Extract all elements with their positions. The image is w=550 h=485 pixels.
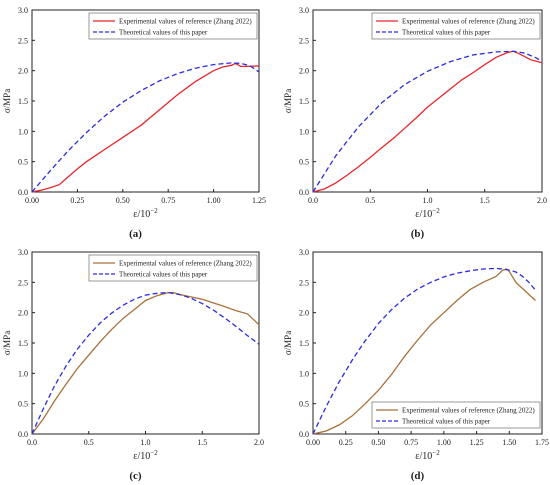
x-tick-label: 2.0 [537,196,547,205]
legend-label: Experimental values of reference (Zhang … [402,407,535,415]
x-axis-label: ε/10−2 [133,449,158,462]
theoretical-series-line [31,62,260,193]
x-tick-label: 1.25 [470,438,484,447]
x-tick-label: 1.00 [437,438,451,447]
legend: Experimental values of reference (Zhang … [88,12,258,40]
x-tick-label: 1.0 [141,438,151,447]
y-tick-label: 3.0 [299,6,309,15]
x-tick-label: 0.25 [339,438,353,447]
legend-label: Experimental values of reference (Zhang … [119,18,252,26]
legend-label: Experimental values of reference (Zhang … [119,260,252,268]
legend-label: Theoretical values of this paper [402,418,491,426]
y-tick-label: 1.5 [18,339,28,348]
y-tick-label: 1.0 [299,127,309,136]
y-tick-label: 0.0 [18,188,28,197]
experimental-series-line [31,62,260,193]
legend: Experimental values of reference (Zhang … [371,12,541,40]
panel-label: (c) [129,470,142,482]
y-tick-label: 0.0 [299,430,309,439]
chart-panel-2: 0.0 0.5 1.0 1.5 2.0 2.5 3.0 0.0 0.5 1.0 1.5 2.0 σ/MP… [283,6,547,240]
y-tick-label: 2.0 [299,67,309,76]
y-axis-label: σ/MPa [283,89,293,113]
y-tick-label: 2.5 [18,278,28,287]
y-tick-label: 1.0 [299,369,309,378]
experimental-series-line [31,291,260,435]
y-tick-label: 1.5 [18,97,28,106]
y-tick-label: 2.5 [299,278,309,287]
x-tick-label: 1.50 [502,438,516,447]
y-tick-label: 0.0 [299,188,309,197]
y-tick-label: 0.5 [18,400,28,409]
y-tick-label: 1.0 [18,369,28,378]
legend-label: Theoretical values of this paper [119,29,208,37]
panel-label: (d) [411,470,425,482]
y-tick-label: 0.5 [18,158,28,167]
legend-box [88,254,258,282]
x-tick-label: 0.5 [84,438,94,447]
legend-label: Theoretical values of this paper [402,29,491,37]
legend-label: Theoretical values of this paper [119,271,208,279]
x-tick-label: 0.25 [70,196,84,205]
y-tick-label: 2.5 [18,36,28,45]
y-tick-label: 1.5 [299,97,309,106]
experimental-series-line [312,50,543,193]
legend-box [371,401,541,429]
chart-panel-1: 0.0 0.5 1.0 1.5 2.0 2.5 3.0 0.00 0.25 0.50 0.75 1.0… [2,6,266,240]
experimental-series-line [312,268,536,435]
legend: Experimental values of reference (Zhang … [371,401,541,429]
y-tick-label: 2.0 [18,67,28,76]
y-axis-label: σ/MPa [2,89,12,113]
y-tick-label: 2.0 [299,309,309,318]
y-tick-label: 1.0 [18,127,28,136]
y-tick-label: 2.0 [18,309,28,318]
x-tick-label: 0.00 [306,438,320,447]
y-tick-label: 3.0 [18,6,28,15]
x-tick-label: 0.75 [161,196,175,205]
x-tick-label: 1.5 [480,196,490,205]
x-tick-label: 0.00 [25,196,39,205]
legend: Experimental values of reference (Zhang … [88,254,258,282]
y-tick-label: 3.0 [299,248,309,257]
x-tick-label: 0.0 [308,196,318,205]
x-axis-label: ε/10−2 [415,207,440,220]
x-tick-label: 1.5 [197,438,207,447]
panel-label: (b) [411,228,425,240]
x-tick-label: 0.75 [404,438,418,447]
chart-panel-3: 0.0 0.5 1.0 1.5 2.0 2.5 3.0 0.0 0.5 1.0 1.5 2.0 σ/MP… [2,248,264,482]
y-axis-label: σ/MPa [283,331,293,355]
x-axis-label: ε/10−2 [415,449,440,462]
theoretical-series-line [312,50,543,193]
y-tick-label: 0.0 [18,430,28,439]
x-tick-label: 1.25 [252,196,266,205]
y-axis-label: σ/MPa [2,331,12,355]
x-tick-label: 1.00 [207,196,221,205]
x-tick-label: 0.5 [365,196,375,205]
theoretical-series-line [31,291,260,435]
x-tick-label: 0.50 [371,438,385,447]
legend-box [88,12,258,40]
legend-box [371,12,541,40]
y-tick-label: 1.5 [299,339,309,348]
panel-label: (a) [129,228,142,240]
chart-panel-4: 0.0 0.5 1.0 1.5 2.0 2.5 3.0 0.00 0.25 0.50 0.75 1.0… [283,248,549,482]
y-tick-label: 0.5 [299,400,309,409]
x-axis-label: ε/10−2 [133,207,158,220]
legend-label: Experimental values of reference (Zhang … [402,18,535,26]
x-tick-label: 1.75 [535,438,549,447]
x-tick-label: 2.0 [254,438,264,447]
x-tick-label: 0.0 [27,438,37,447]
x-tick-label: 1.0 [423,196,433,205]
y-tick-label: 2.5 [299,36,309,45]
theoretical-series-line [312,267,536,435]
y-tick-label: 0.5 [299,158,309,167]
x-tick-label: 0.50 [116,196,130,205]
y-tick-label: 3.0 [18,248,28,257]
